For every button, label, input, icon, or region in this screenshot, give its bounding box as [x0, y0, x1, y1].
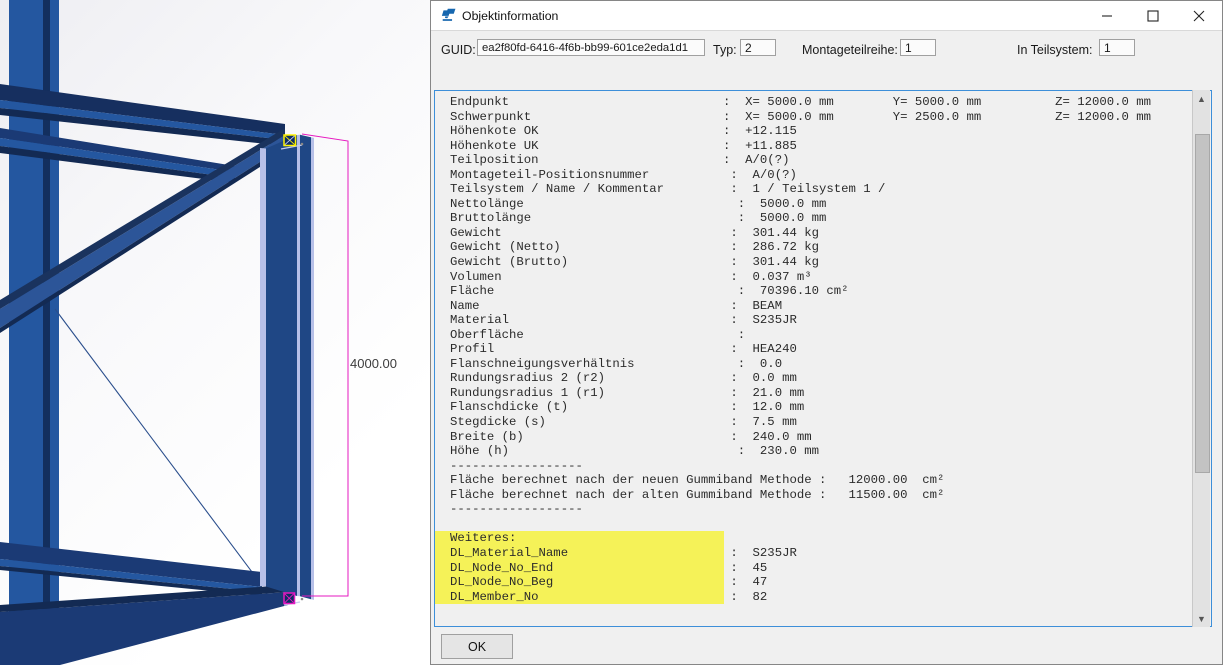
svg-text:4000.00: 4000.00 [350, 356, 397, 371]
